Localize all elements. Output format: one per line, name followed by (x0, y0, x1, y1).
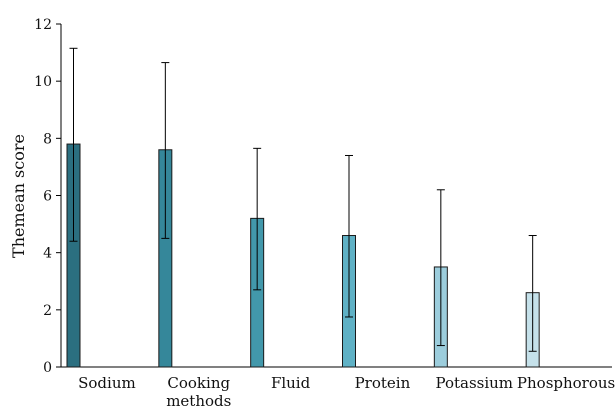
bars (66, 143, 540, 368)
x-tick-label: Potassium (435, 374, 513, 392)
x-tick-label: Cooking methods (166, 374, 231, 409)
y-tick-label: 12 (34, 17, 52, 33)
y-tick-label: 6 (43, 189, 52, 205)
y-tick-label: 4 (43, 246, 52, 262)
y-ticks: 0 2 4 6 8 10 12 (34, 17, 61, 376)
x-tick-label: Protein (355, 374, 411, 392)
x-tick-label: Sodium (78, 374, 136, 392)
y-tick-label: 0 (43, 360, 52, 376)
y-tick-label: 2 (43, 303, 52, 319)
x-tick-label: Fluid (271, 374, 311, 392)
x-tick-label: Phosphorous (517, 374, 615, 392)
y-tick-label: 10 (34, 74, 52, 90)
x-tick-labels: Sodium Cooking methods Fluid Protein Potassiu… (78, 374, 615, 409)
y-tick-label: 8 (43, 131, 52, 147)
error-bars (69, 47, 537, 352)
y-axis-title: Themean score (9, 134, 28, 258)
